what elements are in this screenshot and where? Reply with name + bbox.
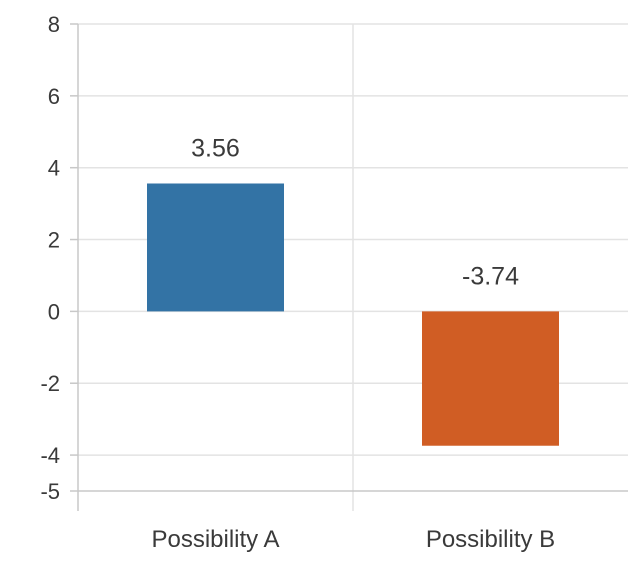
bars	[147, 183, 559, 446]
category-label: Possibility B	[426, 526, 555, 553]
y-tick-label: 0	[48, 299, 60, 324]
y-tick-label: 4	[48, 156, 60, 181]
y-tick-label: 6	[48, 84, 60, 109]
data-label: 3.56	[191, 134, 240, 162]
data-labels: 3.56 -3.74	[191, 134, 519, 290]
category-labels: Possibility A Possibility B	[151, 526, 555, 553]
y-tick-label: 8	[48, 12, 60, 37]
y-tick-label: -5	[40, 479, 60, 504]
data-label: -3.74	[462, 262, 519, 290]
y-tick-label: 2	[48, 228, 60, 253]
y-tick-labels: 8 6 4 2 0 -2 -4 -5	[40, 12, 60, 504]
y-tick-label: -2	[40, 371, 60, 396]
bar-2	[422, 311, 559, 446]
category-label: Possibility A	[151, 526, 279, 553]
y-tick-label: -4	[40, 443, 60, 468]
axes	[70, 23, 628, 511]
bar-1	[147, 183, 284, 312]
